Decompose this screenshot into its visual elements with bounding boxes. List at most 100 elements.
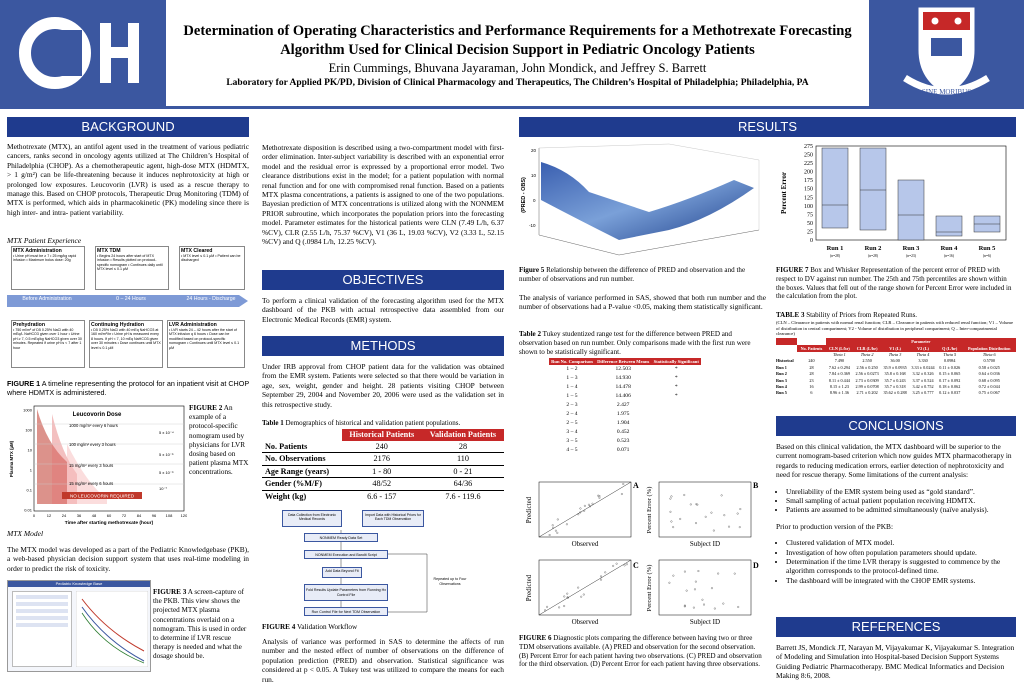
boxplot-run-label: Run 4 bbox=[941, 245, 959, 252]
background-text: Methotrexate (MTX), an antifol agent use… bbox=[7, 142, 249, 217]
pop-theta-label: Theta 1 bbox=[833, 352, 846, 357]
timeline-phase-24-discharge: 24 Hours - Discharge bbox=[186, 296, 236, 302]
diag-point bbox=[577, 586, 580, 589]
diag-point bbox=[695, 522, 697, 525]
demo-col-validation: Validation Patients bbox=[421, 429, 504, 441]
boxplot-count-label: (n=16) bbox=[944, 254, 955, 258]
diag-point bbox=[600, 575, 602, 578]
demographics-table: Historical Patients Validation Patients … bbox=[262, 429, 504, 502]
pop-cell: 35.62 ± 0.288 bbox=[883, 390, 907, 396]
boxplot-run-label: Run 2 bbox=[865, 245, 882, 252]
demo-cell: 7.6 - 119.6 bbox=[445, 491, 481, 501]
nomogram-xtick-label: 0 bbox=[33, 513, 36, 518]
objectives-header: OBJECTIVES bbox=[262, 270, 504, 290]
diag-point bbox=[694, 580, 697, 583]
pkb-screenshot: Pediatric Knowledge Base bbox=[7, 580, 151, 672]
conclusions-body: Based on this clinical validation, the M… bbox=[776, 442, 1016, 585]
fig4-caption: FIGURE 4 Validation Workflow bbox=[262, 623, 504, 632]
diag-point bbox=[728, 525, 730, 528]
surface-mesh bbox=[541, 162, 754, 240]
tukey-cell: * bbox=[674, 384, 678, 390]
demo-col-historical: Historical Patients bbox=[341, 429, 422, 441]
diag-point bbox=[737, 606, 740, 608]
diag-point bbox=[577, 513, 580, 516]
nomogram-ytick-label: 1000 bbox=[23, 408, 33, 413]
nomogram-x-ticks: 0 12 24 36 48 60 72 84 96 108 120 bbox=[33, 513, 188, 518]
diag-point bbox=[589, 505, 592, 508]
fig5-caption-text: Relationship between the difference of P… bbox=[519, 266, 746, 283]
diag-point bbox=[695, 503, 698, 506]
table-row: 1 – 2 12.503 * bbox=[549, 365, 701, 374]
fig6-caption-text: Diagnostic plots comparing the differenc… bbox=[519, 634, 762, 669]
poster-affiliation: Laboratory for Applied PK/PD, Division o… bbox=[226, 78, 809, 88]
tukey-col-significant: Statistically Significant bbox=[651, 358, 701, 365]
pop-cell: 3.32 ± 0.326 bbox=[912, 371, 934, 377]
fig1-caption: FIGURE 1 A timeline representing the pro… bbox=[7, 379, 249, 397]
nomogram-figure: Leucovorin Dose 1000 mg/m² every 6 hours… bbox=[7, 404, 188, 526]
diag-point bbox=[604, 571, 607, 574]
timeline-box-title: MTX Cleared bbox=[181, 248, 213, 254]
list-item: Small sampling of actual patient populat… bbox=[786, 496, 1016, 505]
pop-col-header: V2 (L) bbox=[909, 345, 937, 352]
demo-row-label: No. Patients bbox=[262, 440, 342, 453]
list-item: Investigation of how often population pa… bbox=[786, 548, 1016, 557]
diag-point bbox=[566, 596, 569, 599]
demo-row-label: No. Observations bbox=[262, 452, 342, 466]
pop-cell: 3.33 ± 0.0244 bbox=[911, 364, 935, 370]
demo-cell: 110 bbox=[421, 452, 504, 466]
list-item: Determination if the time LVR therapy is… bbox=[786, 557, 1016, 576]
diag-point bbox=[587, 503, 590, 506]
fig7-caption: FIGURE 7 Box and Whisker Representation … bbox=[776, 266, 1016, 301]
pop-cell: 0.12 ± 0.037 bbox=[939, 390, 961, 396]
pop-cell: 0.58 ± 0.025 bbox=[978, 364, 1000, 370]
demo-cell: 0 - 21 bbox=[421, 465, 504, 478]
diag-point bbox=[697, 570, 700, 573]
nomogram-xlabel: Time after starting methotrexate (hour) bbox=[65, 520, 154, 526]
mtx-experience-heading: MTX Patient Experience bbox=[7, 236, 82, 245]
nomogram-title: Leucovorin Dose bbox=[73, 412, 122, 418]
diag-point bbox=[696, 503, 699, 506]
diag-point bbox=[683, 570, 686, 573]
nomogram-xtick-label: 84 bbox=[137, 513, 142, 518]
diag-label-c: C bbox=[633, 561, 639, 570]
references-header: REFERENCES bbox=[776, 617, 1016, 637]
pop-cell: 240 bbox=[808, 358, 815, 364]
pop-row-label: Run 2 bbox=[776, 371, 787, 377]
diag-point bbox=[723, 514, 726, 517]
tukey-cell: 3 – 4 bbox=[566, 429, 578, 435]
tukey-cell: 1 – 4 bbox=[566, 384, 578, 390]
table-row: Run 4 16 8.15 ± 1.23 2.99 ± 0.0708 35.7 ± 0.… bbox=[776, 384, 1016, 390]
pop-cell: 2.99 ± 0.0708 bbox=[855, 384, 879, 390]
diag-b-xlabel: Subject ID bbox=[690, 540, 720, 548]
fig6-label: FIGURE 6 bbox=[519, 634, 552, 642]
poster-title-line1: Determination of Operating Characteristi… bbox=[183, 23, 852, 39]
tukey-cell: 14.406 bbox=[615, 393, 631, 399]
pop-cell: 0.64 ± 0.036 bbox=[978, 371, 1000, 377]
boxplot-ytick-label: 200 bbox=[804, 170, 813, 176]
diag-point bbox=[563, 595, 566, 598]
boxplot-count-label: (n=23) bbox=[906, 254, 917, 258]
demo-row-label: Age Range (years) bbox=[262, 465, 342, 478]
diag-point bbox=[579, 507, 582, 510]
demo-cell: 64/36 bbox=[421, 477, 504, 491]
tukey-cell: * bbox=[674, 375, 678, 381]
diag-point bbox=[703, 603, 705, 606]
boxplot-x-labels: Run 1 (n=28) Run 2 (n=28) Run 3 (n=23) Run 4 (n… bbox=[827, 245, 997, 258]
diag-point bbox=[672, 574, 675, 577]
pop-cell: 0.68 ± 0.095 bbox=[978, 377, 1000, 383]
table-row: Run 2 28 7.84 ± 0.369 2.56 ± 0.0273 35.8 ± 0… bbox=[776, 371, 1016, 377]
tukey-cell: 14.478 bbox=[615, 384, 631, 390]
pop-theta-label: Theta 4 bbox=[916, 352, 930, 357]
diag-point bbox=[583, 509, 586, 512]
conclusions-header: CONCLUSIONS bbox=[776, 416, 1016, 436]
pop-row-label: Run 5 bbox=[776, 390, 787, 396]
diag-point bbox=[733, 572, 736, 575]
fig3-label: FIGURE 3 bbox=[153, 588, 187, 596]
pop-cell: 35.9 ± 0.0935 bbox=[883, 364, 907, 370]
diag-point bbox=[713, 607, 716, 610]
diag-point bbox=[738, 526, 741, 529]
boxplot-box bbox=[821, 147, 849, 229]
diag-point bbox=[736, 512, 739, 515]
table-row: No. Patients 240 28 bbox=[262, 440, 504, 453]
